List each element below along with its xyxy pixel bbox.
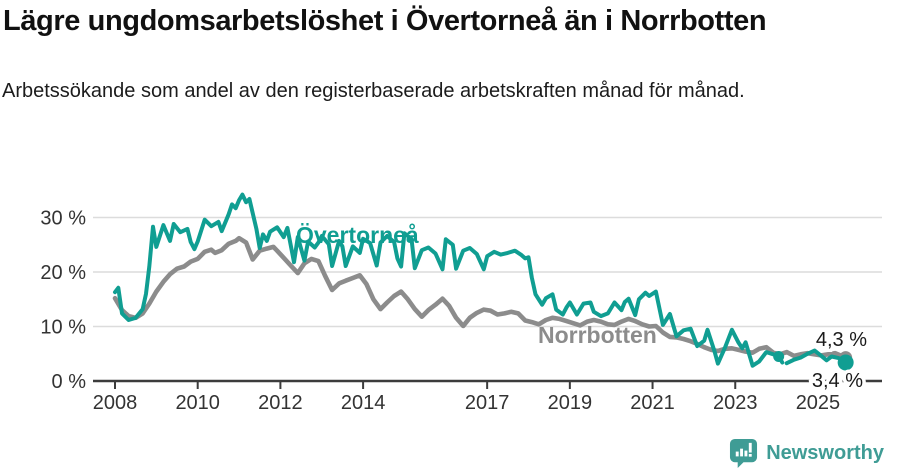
page-title: Lägre ungdomsarbetslöshet i Övertorneå ä… [3,5,767,37]
x-axis-label: 2019 [548,392,593,414]
x-axis-label: 2014 [341,392,386,414]
end-value-label-Övertorneå: 3,4 % [812,370,863,392]
x-axis-label: 2010 [175,392,220,414]
series-line-Övertorneå [113,192,781,368]
bar-short [744,450,748,457]
end-marker-Övertorneå [837,354,854,371]
brand-footer: Newsworthy [729,438,884,469]
series-line-end-Övertorneå [792,348,848,365]
brand-name: Newsworthy [766,442,884,464]
y-axis-label: 20 % [40,262,86,284]
x-axis-label: 2021 [630,392,675,414]
series-label-Norrbotten: Norrbotten [538,322,657,348]
x-axis-label: 2017 [465,392,510,414]
y-axis-label: 10 % [40,317,86,339]
end-value-label-Norrbotten: 4,3 % [816,329,867,351]
exclamation-dot [749,453,752,457]
x-axis-label: 2023 [713,392,758,414]
y-axis-label: 30 % [40,208,86,230]
bar-medium [740,448,744,457]
gap-marker-Övertorneå [773,350,785,362]
x-axis-label: 2012 [258,392,303,414]
bar-small [735,451,739,457]
series-label-Övertorneå: Övertorneå [296,222,419,248]
series-line-Norrbotten [112,235,849,360]
speech-bubble-shape [730,439,758,468]
x-axis-label: 2025 [796,392,841,414]
line-chart: 0 % 10 % 20 % 30 % 2008 2010 2012 2014 2017 2019 2… [40,192,882,414]
exclamation-bar [749,442,752,453]
y-axis-label: 0 % [52,371,87,393]
chart-subtitle: Arbetssökande som andel av den registerb… [2,80,745,102]
x-axis-label: 2008 [93,392,138,414]
newsworthy-logo-icon [730,439,758,468]
